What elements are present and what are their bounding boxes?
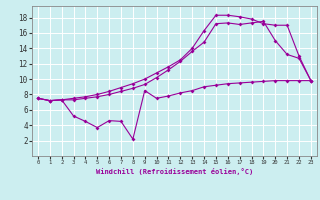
X-axis label: Windchill (Refroidissement éolien,°C): Windchill (Refroidissement éolien,°C) bbox=[96, 168, 253, 175]
